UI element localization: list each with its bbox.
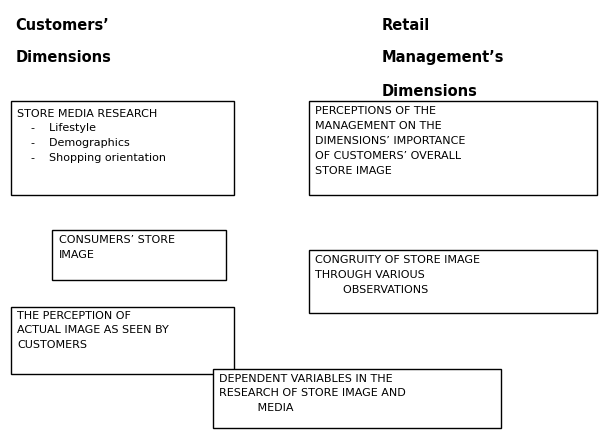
FancyBboxPatch shape (52, 230, 226, 280)
Text: DEPENDENT VARIABLES IN THE
RESEARCH OF STORE IMAGE AND
           MEDIA: DEPENDENT VARIABLES IN THE RESEARCH OF S… (219, 374, 406, 413)
Text: Dimensions: Dimensions (15, 50, 111, 65)
Text: CONGRUITY OF STORE IMAGE
THROUGH VARIOUS
        OBSERVATIONS: CONGRUITY OF STORE IMAGE THROUGH VARIOUS… (315, 255, 480, 294)
FancyBboxPatch shape (11, 101, 234, 195)
Text: Management’s: Management’s (382, 50, 504, 65)
Text: Customers’: Customers’ (15, 18, 109, 32)
Text: CONSUMERS’ STORE
IMAGE: CONSUMERS’ STORE IMAGE (59, 235, 175, 260)
FancyBboxPatch shape (309, 250, 597, 313)
Text: STORE MEDIA RESEARCH
    -    Lifestyle
    -    Demographics
    -    Shopping : STORE MEDIA RESEARCH - Lifestyle - Demog… (17, 109, 166, 163)
FancyBboxPatch shape (11, 307, 234, 374)
Text: PERCEPTIONS OF THE
MANAGEMENT ON THE
DIMENSIONS’ IMPORTANCE
OF CUSTOMERS’ OVERAL: PERCEPTIONS OF THE MANAGEMENT ON THE DIM… (315, 106, 465, 176)
Text: Retail: Retail (382, 18, 430, 32)
Text: THE PERCEPTION OF
ACTUAL IMAGE AS SEEN BY
CUSTOMERS: THE PERCEPTION OF ACTUAL IMAGE AS SEEN B… (17, 311, 169, 350)
FancyBboxPatch shape (309, 101, 597, 195)
Text: Dimensions: Dimensions (382, 84, 478, 99)
FancyBboxPatch shape (213, 369, 501, 428)
